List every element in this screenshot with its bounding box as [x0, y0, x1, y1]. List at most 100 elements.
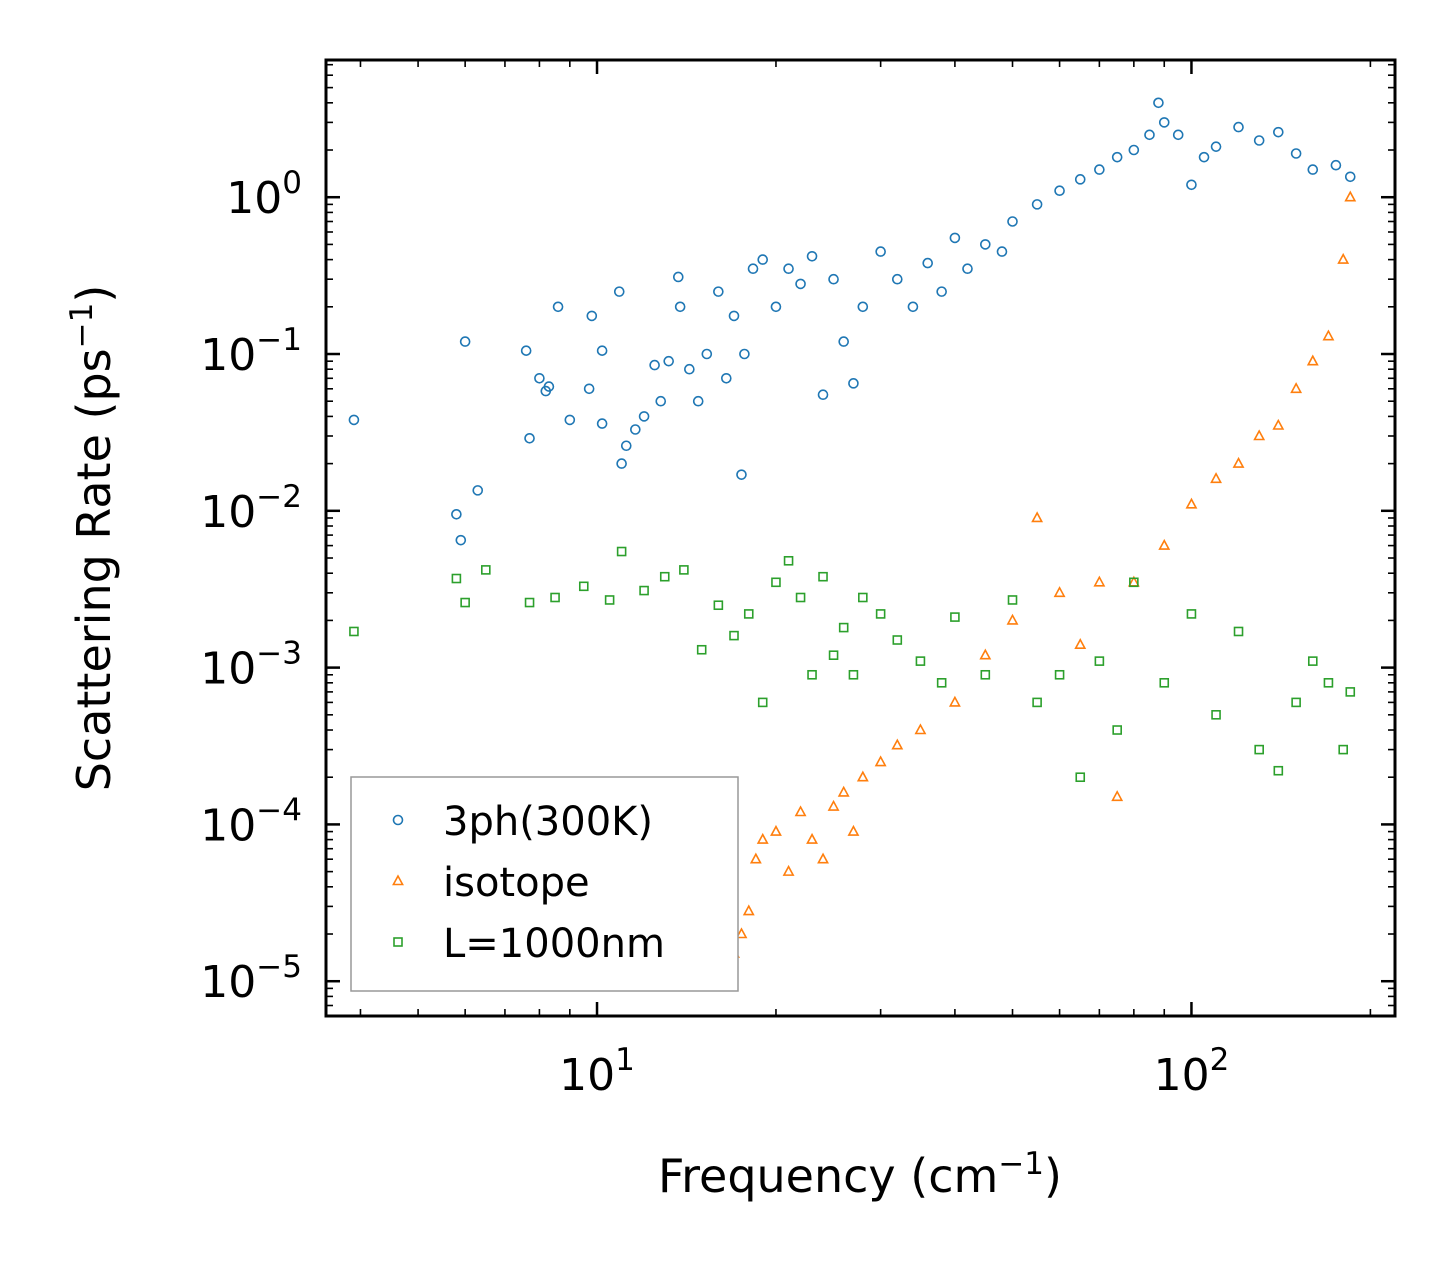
3ph-300k-point	[875, 246, 886, 257]
l-1000nm-point	[1075, 772, 1086, 783]
l-1000nm-point	[818, 571, 828, 582]
3ph-300k-point	[534, 372, 545, 384]
legend: 3ph(300K) isotope L=1000nm	[350, 776, 739, 992]
x-tick-labels: 101 102	[559, 1042, 1229, 1101]
3ph-300k-point	[692, 395, 704, 407]
l-1000nm-point	[1211, 710, 1221, 720]
isotope-point	[1185, 497, 1198, 509]
l-1000nm-point	[743, 609, 754, 619]
3ph-300k-point	[630, 424, 641, 435]
legend-label: 3ph(300K)	[443, 799, 653, 845]
3ph-300k-point	[455, 534, 467, 546]
l-1000nm-point	[481, 565, 491, 575]
3ph-300k-point	[1253, 135, 1265, 146]
3ph-300k-point	[1074, 174, 1086, 185]
3ph-300k-point	[713, 286, 724, 297]
l-1000nm-point	[659, 571, 670, 582]
plot-frame	[324, 58, 1397, 1018]
l-1000nm-point	[616, 546, 627, 557]
3ph-300k-point	[620, 440, 632, 452]
y-tick-label: 10−3	[200, 636, 302, 695]
isotope-point	[837, 785, 850, 797]
l-1000nm-point	[1273, 765, 1284, 776]
l-1000nm-point	[1307, 656, 1318, 666]
3ph-300k-point	[348, 414, 360, 426]
l-1000nm-point	[1254, 744, 1264, 755]
3ph-300k-point	[586, 310, 598, 322]
3ph-300k-point	[936, 286, 947, 297]
x-tick-base: 10	[1154, 1050, 1210, 1101]
3ph-300k-point	[552, 301, 564, 313]
legend-triangle-marker	[392, 874, 404, 886]
isotope-point	[891, 738, 904, 750]
l-1000nm-point	[578, 581, 589, 592]
isotope-point	[1232, 456, 1245, 468]
3ph-300k-point	[949, 232, 961, 244]
3ph-300k-point	[616, 458, 627, 469]
l-1000nm-point	[936, 678, 947, 688]
isotope-point	[827, 799, 840, 811]
l-1000nm-point	[757, 697, 768, 708]
y-tick-base: 10	[200, 644, 256, 695]
3ph-300k-point	[638, 411, 650, 422]
l-1000nm-point	[1345, 687, 1356, 697]
3ph-300k-point	[1186, 179, 1197, 191]
y-tick-label: 10−2	[200, 479, 302, 538]
3ph-300k-point	[962, 263, 973, 275]
3ph-300k-point	[596, 345, 608, 356]
3ph-300k-point	[891, 273, 903, 285]
l-1000nm-point	[1129, 577, 1139, 588]
isotope-point	[817, 852, 829, 864]
3ph-300k-point	[1344, 171, 1356, 183]
y-tick-exp: −4	[256, 792, 302, 828]
l-1000nm-point	[639, 585, 649, 596]
l-1000nm-point	[1094, 656, 1105, 666]
isotope-point	[1053, 586, 1066, 598]
3ph-300k-point	[459, 336, 471, 347]
l-1000nm-point	[524, 597, 535, 608]
isotope-point	[1322, 329, 1335, 341]
l-1000nm-point	[713, 600, 724, 611]
3ph-300k-point	[770, 301, 782, 313]
l-1000nm-point	[1054, 669, 1065, 680]
l-1000nm-point	[451, 573, 462, 584]
3ph-300k-point	[783, 263, 794, 275]
l-1000nm-point	[729, 630, 739, 641]
3ph-300k-point	[1094, 164, 1105, 175]
3ph-300k-point	[1111, 151, 1123, 163]
isotope-point	[806, 832, 818, 844]
y-tick-label: 10−4	[200, 792, 302, 851]
isotope-point	[1272, 418, 1285, 430]
legend-label: isotope	[443, 860, 590, 906]
l-1000nm-point	[848, 669, 859, 680]
y-tick-base: 10	[200, 330, 256, 381]
y-tick-label: 100	[226, 165, 302, 224]
isotope-point	[1337, 252, 1350, 264]
y-tick-label: 10−1	[200, 322, 302, 381]
isotope-point	[1158, 538, 1171, 550]
3ph-300k-point	[684, 363, 695, 375]
3ph-300k-point	[596, 418, 608, 429]
3ph-300k-point	[613, 286, 625, 297]
isotope-point	[749, 852, 762, 864]
3ph-300k-point	[1307, 164, 1319, 175]
3ph-300k-point	[980, 239, 991, 250]
y-tick-exp: −1	[256, 322, 302, 358]
isotope-point	[1074, 638, 1087, 649]
l-1000nm-point	[1007, 595, 1018, 605]
l-1000nm-point	[828, 650, 839, 660]
series-l1000nm	[349, 546, 1356, 783]
l-1000nm-point	[1338, 744, 1348, 755]
l-1000nm-point	[679, 565, 689, 575]
isotope-point	[856, 770, 869, 782]
l-1000nm-point	[875, 609, 886, 619]
isotope-point	[874, 755, 887, 767]
y-tick-label: 10−5	[200, 949, 302, 1008]
l-1000nm-point	[1291, 697, 1301, 708]
3ph-300k-point	[1031, 199, 1043, 210]
isotope-point	[782, 864, 795, 876]
l-1000nm-point	[349, 626, 359, 637]
3ph-300k-point	[857, 301, 869, 313]
series-3ph	[348, 97, 1356, 546]
